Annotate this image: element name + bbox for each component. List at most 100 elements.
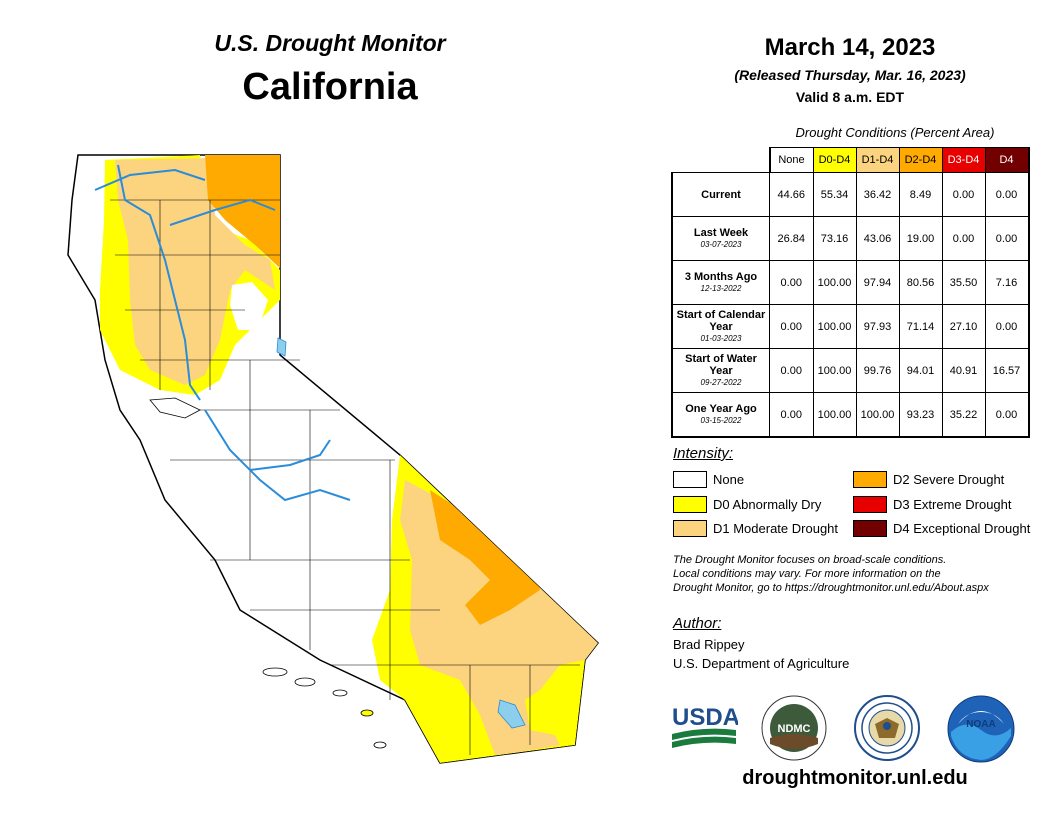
table-cell: 100.00 [812, 260, 857, 305]
san-joaquin-river [204, 409, 351, 502]
table-row: Current 44.66 55.34 36.42 8.49 0.00 0.00 [671, 172, 1030, 217]
legend-swatch [673, 496, 707, 513]
table-cell: 0.00 [984, 304, 1030, 349]
row-date: 12-13-2022 [700, 283, 742, 293]
table-cell: 26.84 [769, 216, 814, 261]
ndmc-logo-text: NDMC [778, 723, 811, 735]
nidis-seal-logo[interactable] [853, 694, 921, 762]
legend-swatch [853, 520, 887, 537]
legend-swatch [673, 471, 707, 488]
legend-label: D2 Severe Drought [893, 472, 1005, 487]
map-date: March 14, 2023 [764, 34, 936, 61]
table-cell: 16.57 [984, 348, 1030, 393]
legend-item-d4: D4 Exceptional Drought [853, 520, 1030, 537]
row-label: Start of Calendar Year [676, 308, 766, 333]
website-url[interactable]: droughtmonitor.unl.edu [742, 767, 968, 789]
noaa-logo[interactable]: NOAA [946, 694, 1016, 764]
table-cell: 80.56 [898, 260, 943, 305]
col-d3-d4: D3-D4 [941, 147, 986, 173]
usda-logo-text: USDA [672, 704, 738, 731]
release-date: (Released Thursday, Mar. 16, 2023) [734, 67, 966, 83]
table-cell: 55.34 [812, 172, 857, 217]
col-none: None [768, 147, 814, 173]
table-cell: 73.16 [812, 216, 857, 261]
table-cell: 19.00 [898, 216, 943, 261]
row-label: 3 Months Ago [684, 270, 758, 283]
table-cell: 35.50 [941, 260, 986, 305]
table-cell: 97.94 [855, 260, 900, 305]
table-cell: 0.00 [984, 216, 1030, 261]
author-title: Author: [673, 615, 722, 632]
california-drought-map [67, 154, 600, 764]
legend-label: D3 Extreme Drought [893, 497, 1012, 512]
table-cell: 27.10 [941, 304, 986, 349]
table-cell: 0.00 [769, 348, 814, 393]
salton-sea [497, 699, 526, 729]
rivers [94, 164, 351, 502]
lake-tahoe [276, 337, 287, 357]
drought-d1-north [115, 158, 275, 385]
table-cell: 35.22 [941, 392, 986, 438]
drought-d1-south [400, 480, 598, 755]
table-cell: 8.49 [898, 172, 943, 217]
table-cell: 100.00 [855, 392, 900, 438]
legend-item-d3: D3 Extreme Drought [853, 496, 1012, 513]
drought-d2-north [205, 155, 282, 270]
note-line[interactable]: Drought Monitor, go to https://droughtmo… [673, 582, 989, 594]
col-d1-d4: D1-D4 [855, 147, 900, 173]
note-line: Local conditions may vary. For more info… [673, 568, 941, 580]
table-cell: 100.00 [812, 392, 857, 438]
legend-item-d2: D2 Severe Drought [853, 471, 1004, 488]
legend-swatch [673, 520, 707, 537]
row-label: Start of Water Year [685, 352, 757, 377]
state-title: California [242, 66, 418, 108]
row-label: Last Week [693, 226, 749, 239]
table-cell: 94.01 [898, 348, 943, 393]
legend-swatch [853, 496, 887, 513]
table-cell: 44.66 [769, 172, 814, 217]
legend-item-d0: D0 Abnormally Dry [673, 496, 821, 513]
kings-river [249, 439, 331, 471]
legend-item-d1: D1 Moderate Drought [673, 520, 838, 537]
table-cell: 40.91 [941, 348, 986, 393]
sacramento-river [117, 164, 201, 401]
table-cell: 100.00 [812, 348, 857, 393]
table-header-row: None D0-D4 D1-D4 D2-D4 D3-D4 D4 [672, 147, 1030, 173]
ndmc-logo[interactable]: NDMC [760, 694, 828, 762]
legend-label: None [713, 472, 745, 487]
table-cell: 0.00 [941, 216, 986, 261]
row-label: Current [701, 188, 741, 201]
table-cell: 97.93 [855, 304, 900, 349]
col-d0-d4: D0-D4 [812, 147, 857, 173]
legend-label: D4 Exceptional Drought [893, 521, 1031, 536]
author-name: Brad Rippey [673, 637, 745, 652]
table-cell: 99.76 [855, 348, 900, 393]
channel-islands [262, 667, 387, 749]
table-cell: 0.00 [941, 172, 986, 217]
disclaimer-note: The Drought Monitor focuses on broad-sca… [673, 553, 1043, 595]
legend-swatch [853, 471, 887, 488]
no-drought-patch [230, 282, 268, 330]
table-row: Start of Water Year 09-27-2022 0.00 100.0… [671, 348, 1030, 393]
table-row: 3 Months Ago 12-13-2022 0.00 100.00 97.94… [671, 260, 1030, 305]
legend-label: D1 Moderate Drought [713, 521, 839, 536]
legend-label: D0 Abnormally Dry [713, 497, 822, 512]
county-lines [110, 199, 580, 755]
table-row: Start of Calendar Year 01-03-2023 0.00 10… [671, 304, 1030, 349]
table-cell: 93.23 [898, 392, 943, 438]
monitor-title: U.S. Drought Monitor [214, 30, 446, 56]
row-date: 03-07-2023 [700, 239, 742, 249]
row-date: 09-27-2022 [700, 377, 742, 387]
table-cell: 0.00 [984, 392, 1030, 438]
pit-river [169, 198, 276, 226]
author-org: U.S. Department of Agriculture [673, 656, 850, 671]
table-cell: 43.06 [855, 216, 900, 261]
conditions-title: Drought Conditions (Percent Area) [795, 125, 995, 140]
legend-item-none: None [673, 471, 744, 488]
table-cell: 100.00 [812, 304, 857, 349]
col-d4: D4 [984, 147, 1030, 173]
table-cell: 0.00 [769, 392, 814, 438]
drought-conditions-table: None D0-D4 D1-D4 D2-D4 D3-D4 D4 Current … [671, 147, 1030, 438]
usda-logo[interactable]: USDA [670, 700, 738, 750]
drought-d2-south [430, 490, 540, 625]
